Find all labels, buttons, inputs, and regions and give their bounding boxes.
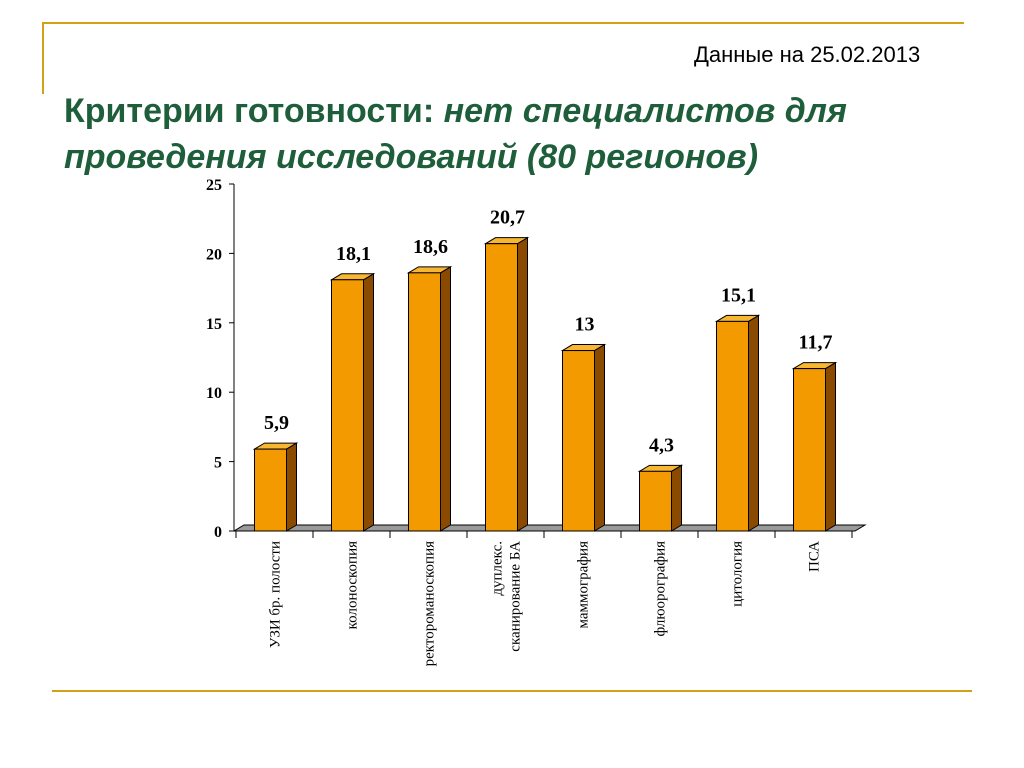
bar-side	[517, 236, 528, 532]
category-label: маммография	[576, 541, 592, 629]
chart-floor	[232, 524, 867, 532]
y-tick-label: 20	[206, 246, 222, 263]
category-label: флюорография	[653, 541, 669, 637]
data-label: 18,6	[413, 236, 448, 258]
bar-side	[594, 343, 605, 532]
category-label: ПСА	[807, 541, 823, 572]
data-label: 15,1	[721, 284, 756, 306]
y-tick-label: 5	[214, 455, 222, 472]
y-tick-label: 10	[206, 385, 222, 402]
title-italic: нет специалистов для проведения исследов…	[64, 92, 847, 176]
bar	[639, 470, 672, 532]
data-label: 5,9	[264, 412, 289, 434]
bar	[485, 243, 518, 532]
y-tick-label: 15	[206, 316, 222, 333]
date-note: Данные на 25.02.2013	[694, 42, 921, 67]
decorative-top-line	[42, 22, 964, 24]
category-label: колоноскопия	[345, 541, 361, 629]
decorative-vertical-line	[42, 22, 44, 94]
bar-side	[671, 464, 682, 532]
bar	[562, 350, 595, 532]
title-plain: Критерии готовности:	[64, 92, 444, 130]
bar	[793, 368, 826, 532]
bar	[254, 448, 287, 532]
category-label: ректороманоскопия	[422, 541, 438, 667]
data-label: 18,1	[336, 243, 371, 265]
slide-title: Критерии готовности: нет специалистов дл…	[64, 88, 1004, 180]
category-label: дуплекс.	[490, 541, 506, 596]
y-tick-label: 25	[206, 177, 222, 194]
bar	[408, 272, 441, 532]
category-label: сканирование БА	[508, 541, 524, 652]
category-label: цитология	[730, 541, 746, 607]
data-label: 13	[575, 314, 595, 336]
bar-side	[363, 272, 374, 532]
bar-side	[286, 442, 297, 532]
bar-side	[440, 265, 451, 532]
data-label: 11,7	[799, 332, 833, 354]
bar-side	[825, 361, 836, 532]
bar	[331, 279, 364, 532]
bar	[716, 320, 749, 532]
bar-side	[748, 314, 759, 532]
y-tick-label: 0	[214, 524, 222, 541]
data-label: 20,7	[490, 207, 525, 229]
decorative-bottom-line	[52, 690, 972, 692]
category-label: УЗИ бр. полости	[268, 541, 284, 648]
data-label: 4,3	[649, 434, 674, 456]
